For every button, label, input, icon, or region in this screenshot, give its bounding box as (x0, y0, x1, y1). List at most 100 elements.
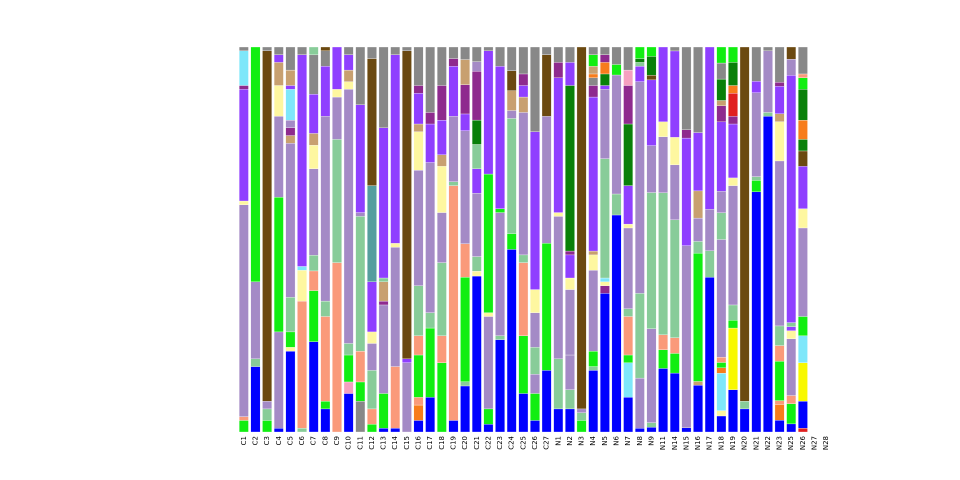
bar-segment-C26-0 (530, 420, 540, 433)
bar-segment-C4-3 (273, 116, 284, 198)
bar-segment-C7-0 (308, 341, 319, 433)
bar-segment-C10-7 (343, 54, 354, 71)
x-tick-label-C26: C26 (531, 435, 539, 449)
bar-segment-C20-2 (460, 277, 470, 382)
bar-segment-C21-1 (471, 271, 482, 277)
bar-segment-N22-1 (763, 112, 773, 117)
bar-segment-C15-0 (402, 362, 412, 433)
bar-segment-C3-3 (262, 50, 272, 402)
bar-segment-C22-1 (483, 408, 494, 425)
bar-segment-C18-4 (437, 166, 447, 213)
bar-segment-N3-2 (576, 408, 587, 413)
x-tick-label-N18: N18 (717, 436, 725, 450)
bar-segment-N18-3 (716, 367, 727, 374)
x-tick-label-C14: C14 (391, 435, 399, 449)
bar-segment-N4-10 (588, 66, 599, 75)
bar-segment-N1-1 (553, 358, 564, 410)
bar-segment-N18-0 (716, 415, 727, 433)
bar-segment-N16-0 (693, 385, 703, 433)
bar-segment-C8-1 (320, 401, 331, 410)
bar-segment-C7-8 (308, 54, 319, 95)
bar-segment-C4-5 (273, 62, 284, 86)
bar-segment-C14-3 (390, 243, 401, 248)
bar-segment-N1-6 (553, 46, 564, 63)
bar-segment-C16-3 (413, 354, 424, 398)
bar-segment-C11-6 (355, 46, 366, 105)
bar-segment-C27-3 (541, 54, 552, 117)
bar-segment-N17-0 (704, 277, 715, 433)
bar-segment-N1-4 (553, 77, 564, 213)
x-tick-label-C2: C2 (251, 436, 259, 445)
bar-segment-C6-0 (297, 427, 307, 433)
bar-segment-C14-4 (390, 54, 401, 244)
x-tick-label-N22: N22 (764, 436, 772, 450)
bar-segment-N14-1 (669, 353, 680, 374)
bar-segment-N4-7 (588, 85, 599, 98)
x-tick-label-C10: C10 (345, 436, 353, 450)
bar-segment-C5-7 (285, 120, 296, 129)
x-tick-label-C21: C21 (473, 436, 481, 450)
bar-segment-C5-5 (285, 135, 296, 144)
bar-segment-N11-1 (658, 349, 668, 369)
bar-segment-N5-6 (600, 85, 610, 90)
bar-segment-N5-3 (600, 277, 610, 282)
bar-segment-N25-1 (786, 403, 797, 425)
bar-segment-C21-2 (471, 256, 482, 272)
bar-segment-N4-9 (588, 73, 599, 78)
x-tick-label-C6: C6 (298, 435, 306, 445)
bar-segment-C22-5 (483, 50, 494, 175)
bar-segment-C18-8 (437, 46, 447, 86)
bar-segment-N17-2 (704, 209, 715, 251)
bar-segment-C25-1 (518, 335, 529, 394)
bar-segment-C11-5 (355, 104, 366, 213)
x-tick-label-N23: N23 (776, 436, 784, 450)
x-tick-label-N21: N21 (752, 436, 760, 450)
bar-segment-N7-5 (623, 227, 633, 309)
bar-segment-C21-6 (471, 119, 482, 145)
bar-segment-C19-2 (448, 181, 459, 186)
bar-segment-N19-0 (728, 389, 738, 433)
bar-segment-C1-0 (239, 420, 249, 433)
bar-segment-C6-5 (297, 46, 307, 55)
x-tick-label-C19: C19 (449, 436, 457, 450)
bar-segment-C12-7 (367, 58, 377, 186)
bar-segment-C7-2 (308, 270, 319, 291)
bar-segment-C24-5 (506, 70, 517, 91)
bar-segment-N2-5 (565, 254, 575, 279)
x-tick-label-N25: N25 (787, 436, 795, 450)
bar-segment-N7-4 (623, 308, 633, 317)
bar-segment-N23-6 (774, 160, 785, 327)
bar-segment-C19-6 (448, 46, 459, 59)
bar-segment-C15-2 (402, 50, 412, 359)
bar-segment-C15-3 (402, 46, 412, 51)
bar-segment-C17-3 (425, 162, 435, 313)
bar-segment-C5-10 (285, 69, 296, 86)
bar-segment-C11-2 (355, 350, 366, 383)
bar-segment-N21-2 (751, 176, 762, 181)
bar-segment-C26-1 (530, 393, 540, 421)
x-tick-label-N19: N19 (729, 436, 737, 450)
bar-segment-C8-3 (320, 300, 331, 317)
bar-segment-N5-7 (600, 73, 610, 86)
bar-segment-N6-2 (611, 74, 622, 195)
x-tick-label-C7: C7 (310, 436, 318, 445)
bar-segment-N19-7 (728, 116, 738, 125)
bar-segment-N16-5 (693, 190, 703, 219)
bar-segment-C21-9 (471, 46, 482, 62)
bar-segment-N9-5 (646, 79, 657, 146)
bar-segment-N14-6 (669, 50, 680, 138)
bar-segment-N4-1 (588, 366, 599, 371)
bar-segment-C9-1 (332, 139, 342, 263)
bar-segment-N8-1 (635, 377, 645, 429)
bar-segment-N4-2 (588, 350, 599, 367)
bar-segment-N4-11 (588, 54, 599, 67)
bar-segment-C23-3 (495, 208, 505, 213)
bar-segment-C26-7 (530, 46, 540, 132)
bar-segment-C5-4 (285, 143, 296, 298)
bar-segment-C17-6 (425, 46, 435, 113)
bar-segment-C23-2 (495, 212, 505, 336)
bar-segment-C21-8 (471, 61, 482, 72)
x-tick-label-N26: N26 (799, 435, 807, 450)
bar-segment-C20-6 (460, 84, 470, 115)
bar-segment-N9-2 (646, 328, 657, 423)
